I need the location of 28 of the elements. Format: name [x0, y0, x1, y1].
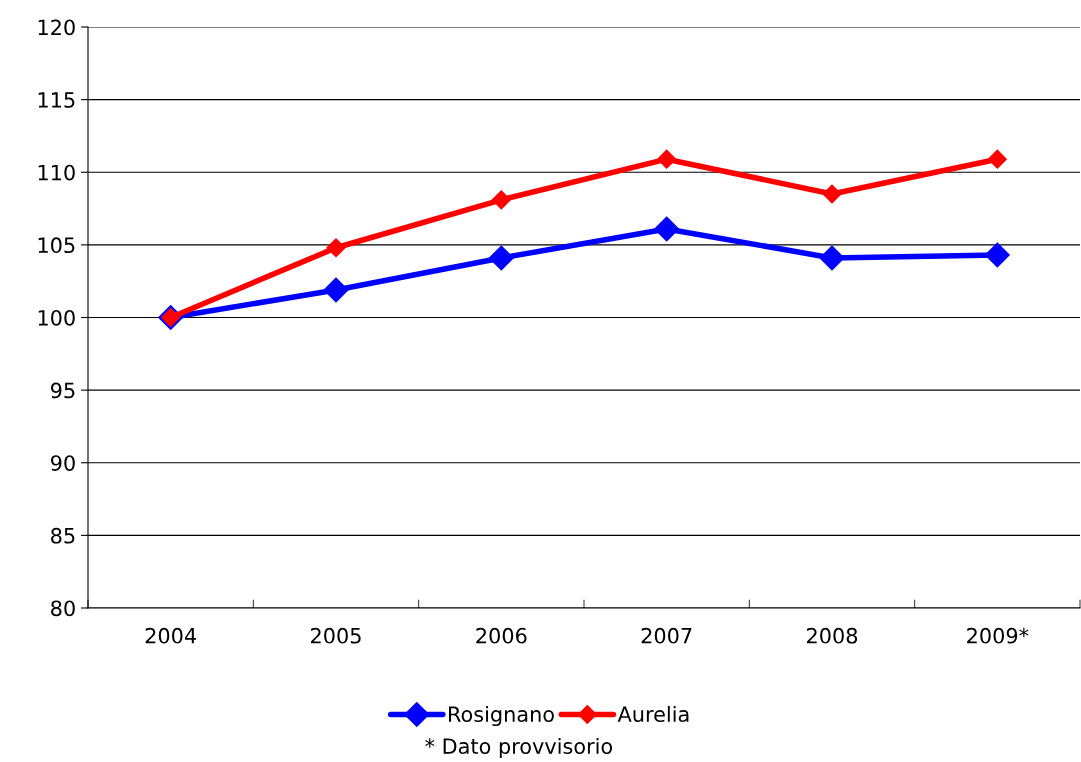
point [491, 190, 511, 210]
legend-label: Aurelia [617, 705, 689, 723]
x-tick-label: 2009* [967, 627, 1029, 644]
point [987, 149, 1007, 169]
y-tick-label: 120 [38, 19, 75, 36]
y-tick-label: 100 [38, 309, 75, 326]
point [822, 184, 842, 204]
x-tick-label: 2004 [145, 627, 197, 644]
point [657, 149, 677, 169]
y-tick-label: 105 [38, 237, 75, 254]
y-tick-label: 80 [51, 600, 75, 617]
x-tick-label: 2006 [476, 627, 527, 644]
y-tick-label: 115 [38, 92, 75, 108]
point [819, 245, 845, 271]
x-tick-label: 2005 [311, 627, 361, 644]
legend-label: Rosignano [449, 705, 554, 727]
point [654, 216, 680, 242]
x-tick-label: 2008 [807, 627, 858, 644]
y-tick-label: 95 [51, 382, 75, 399]
x-tick-label: 2007 [641, 627, 692, 644]
point [326, 238, 346, 258]
y-tick-label: 85 [51, 527, 75, 544]
point [984, 242, 1010, 268]
point [323, 277, 349, 303]
point [488, 245, 514, 271]
y-tick-label: 110 [38, 164, 75, 181]
y-tick-label: 90 [51, 455, 75, 471]
text: * Dato provvisorio [425, 737, 613, 759]
